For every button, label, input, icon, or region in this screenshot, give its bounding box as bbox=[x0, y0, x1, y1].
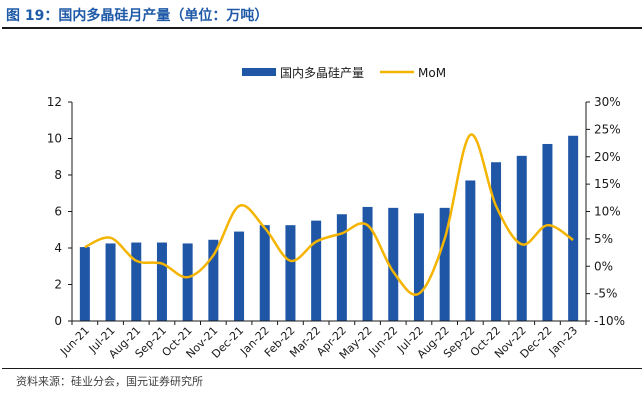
top-rule bbox=[2, 27, 642, 29]
y-tick-label-left: 10 bbox=[47, 132, 62, 146]
y-tick-label-right: 0% bbox=[594, 259, 613, 273]
mom-line bbox=[84, 133, 574, 296]
y-tick-label-right: 10% bbox=[594, 205, 621, 219]
y-tick-label-right: 30% bbox=[594, 95, 621, 109]
x-tick-label: Jun-21 bbox=[57, 324, 92, 359]
y-tick-label-right: -10% bbox=[594, 314, 625, 328]
bar-Oct-22 bbox=[491, 162, 502, 321]
bar-Sep-21 bbox=[156, 242, 167, 321]
y-tick-label-right: 20% bbox=[594, 150, 621, 164]
y-tick-label-right: -5% bbox=[594, 287, 617, 301]
bar-Dec-21 bbox=[234, 231, 245, 321]
legend-swatch-bar bbox=[242, 68, 276, 76]
bar-Mar-22 bbox=[311, 220, 322, 321]
y-tick-label-left: 4 bbox=[54, 241, 62, 255]
y-tick-label-left: 0 bbox=[54, 314, 62, 328]
chart: 0 2 4 6 8 10 12 -10% -5% 0% 5% 10% 15% 20% 25% 30% Jun-2… bbox=[47, 66, 625, 362]
bar-Jan-22 bbox=[259, 225, 270, 321]
y-tick-label-right: 25% bbox=[594, 122, 621, 136]
bar-May-22 bbox=[362, 206, 373, 321]
bar-Dec-22 bbox=[542, 143, 553, 321]
y-tick-label-left: 6 bbox=[54, 205, 62, 219]
bar-Jun-21 bbox=[79, 247, 90, 321]
bar-Nov-22 bbox=[516, 155, 527, 321]
y-tick-label-left: 2 bbox=[54, 278, 62, 292]
bar-Sep-22 bbox=[465, 180, 476, 321]
figure-title: 图 19：国内多晶硅月产量（单位：万吨） bbox=[6, 8, 269, 24]
bar-Jul-22 bbox=[413, 213, 424, 321]
y-tick-label-right: 15% bbox=[594, 177, 621, 191]
bottom-rule bbox=[2, 368, 642, 369]
y-tick-label-right: 5% bbox=[594, 232, 613, 246]
x-tick-label: Jun-22 bbox=[366, 324, 401, 359]
source-note: 资料来源：硅业分会，国元证券研究所 bbox=[16, 375, 203, 388]
legend-label-bar: 国内多晶硅产量 bbox=[280, 66, 364, 80]
bar-Apr-22 bbox=[336, 214, 347, 321]
x-tick-label: Jan-23 bbox=[546, 324, 581, 359]
bar-Oct-21 bbox=[182, 243, 193, 321]
y-tick-label-left: 8 bbox=[54, 168, 62, 182]
bar-Jul-21 bbox=[105, 243, 116, 321]
bar-Jan-23 bbox=[568, 135, 579, 321]
legend-label-line: MoM bbox=[418, 66, 446, 80]
y-tick-label-left: 12 bbox=[47, 95, 62, 109]
bar-Jun-22 bbox=[388, 207, 399, 321]
bar-Nov-21 bbox=[208, 239, 219, 321]
bar-Feb-22 bbox=[285, 225, 296, 321]
bar-Aug-21 bbox=[131, 242, 142, 321]
bar-Aug-22 bbox=[439, 207, 450, 321]
